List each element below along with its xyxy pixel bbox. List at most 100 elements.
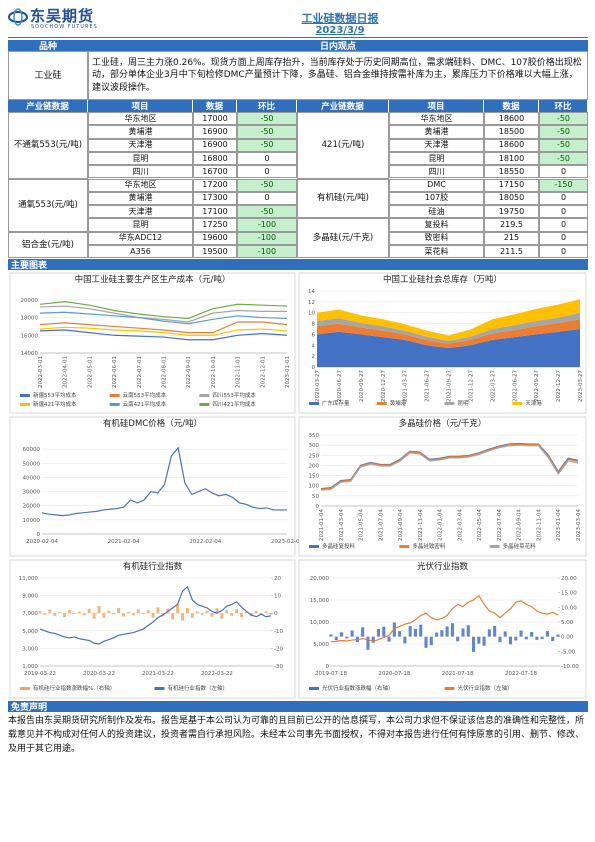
y-tick-label: 300: [309, 443, 320, 449]
logo: 东吴期货: [30, 7, 95, 25]
value: 16900: [193, 125, 237, 139]
change: -100: [237, 231, 297, 245]
bar: [413, 628, 418, 637]
value: 17250: [193, 218, 237, 232]
bar: [334, 636, 338, 641]
section-bar: 主要图表: [8, 259, 588, 271]
group-name: 有机硅(元/吨): [297, 178, 389, 219]
y-tick-label: 6: [312, 332, 316, 338]
x-tick-label: 2023-03-04: [576, 509, 582, 541]
chart-frame: [9, 272, 296, 414]
y-tick-label: 14: [308, 289, 315, 295]
legend-label: 多晶硅致密料: [412, 542, 446, 550]
x-tick-label: 2022-09-27: [534, 370, 540, 402]
value: 18600: [484, 138, 539, 152]
legend-swatch: [154, 687, 165, 690]
value: 18100: [484, 151, 539, 166]
bar: [456, 636, 460, 642]
bar: [361, 627, 365, 637]
bar: [340, 632, 344, 637]
line: [320, 443, 579, 490]
bar: [181, 613, 184, 621]
legend-label: 新疆553平均成本: [33, 391, 77, 399]
bar: [122, 613, 125, 617]
bar: [477, 636, 481, 644]
col-header: 日内观点: [88, 40, 588, 52]
y-tick-label: 18000: [21, 316, 39, 322]
value: 19750: [484, 205, 539, 219]
bar: [530, 631, 534, 637]
value: 17000: [193, 112, 237, 126]
bar: [345, 636, 349, 639]
bar: [392, 622, 396, 637]
bar: [493, 625, 497, 637]
y-tick-label: 7,000: [22, 611, 38, 617]
line: [39, 329, 288, 341]
bar: [408, 626, 412, 637]
legend-swatch: [309, 687, 319, 690]
stacked-area: [317, 319, 580, 348]
table-header: 环比: [539, 100, 588, 112]
item: 华东ADC12: [88, 231, 193, 245]
group-name: 多晶硅(元/千克): [297, 218, 389, 259]
legend-label: 多晶硅菜花料: [503, 542, 537, 550]
bar: [244, 611, 248, 614]
y-tick-label: 15,000: [310, 598, 330, 604]
chart-frame: [9, 559, 296, 699]
change: 0: [539, 205, 588, 219]
bar: [82, 613, 86, 616]
legend-swatch: [512, 402, 523, 405]
bar: [350, 630, 354, 637]
y2-tick-label: 20.00: [561, 576, 577, 582]
x-tick-label: 2022-04-01: [63, 356, 69, 388]
bar: [376, 629, 381, 637]
bar: [514, 636, 518, 641]
y-tick-label: 1,000: [22, 664, 38, 670]
y-tick-label: 60000: [23, 447, 41, 453]
y2-tick-label: -10: [274, 629, 283, 635]
chart-title: 中国工业硅主要生产区生产成本（元/吨）: [75, 274, 231, 285]
item: 昆明: [88, 151, 193, 166]
item: 四川: [88, 165, 193, 179]
x-tick-label: 2023-03-27: [578, 370, 584, 402]
bar: [540, 636, 544, 640]
bar: [127, 611, 130, 614]
x-tick-label: 2022-03-27: [490, 370, 496, 402]
x-tick-label: 2021-07-04: [378, 509, 384, 541]
line: [39, 301, 288, 320]
bar: [503, 631, 507, 637]
x-tick-label: 2021-01-04: [319, 509, 325, 541]
report-date: 2023/3/9: [315, 25, 365, 36]
item: 天津港: [88, 138, 193, 152]
chart-title: 多晶硅价格（元/千克）: [399, 418, 487, 429]
bar: [141, 613, 145, 615]
x-tick-label: 2021-12-27: [468, 370, 474, 402]
bar: [77, 611, 81, 614]
y-tick-label: 40000: [23, 475, 41, 481]
group-name: 通氧553(元/吨): [8, 178, 88, 232]
bar: [112, 613, 116, 615]
legend-swatch: [20, 403, 30, 406]
change: -50: [237, 178, 297, 192]
y-tick-label: 4: [312, 343, 316, 349]
item: 天津港: [389, 138, 484, 152]
y-tick-label: 9,000: [22, 594, 38, 600]
item: 四川: [389, 165, 484, 179]
y-tick-label: 2: [312, 354, 316, 360]
bar: [107, 610, 111, 614]
bar: [97, 605, 101, 614]
y-tick-label: 10,000: [310, 620, 330, 626]
y-tick-label: 20000: [21, 298, 39, 304]
group-name: 不通氧553(元/吨): [8, 112, 88, 179]
legend-label: 云南421平均成本: [123, 400, 167, 408]
item: 华东地区: [88, 178, 193, 192]
bar: [48, 609, 52, 614]
change: -50: [237, 112, 297, 126]
x-tick-label: 2020-03-27: [315, 370, 321, 402]
legend-label: 昆明: [458, 400, 470, 407]
bar: [190, 613, 194, 618]
line: [39, 311, 288, 325]
chart-title: 中国工业硅社会总库存（万吨）: [383, 274, 502, 285]
bar: [215, 608, 219, 614]
x-tick-label: 2022-05-04: [477, 509, 483, 541]
